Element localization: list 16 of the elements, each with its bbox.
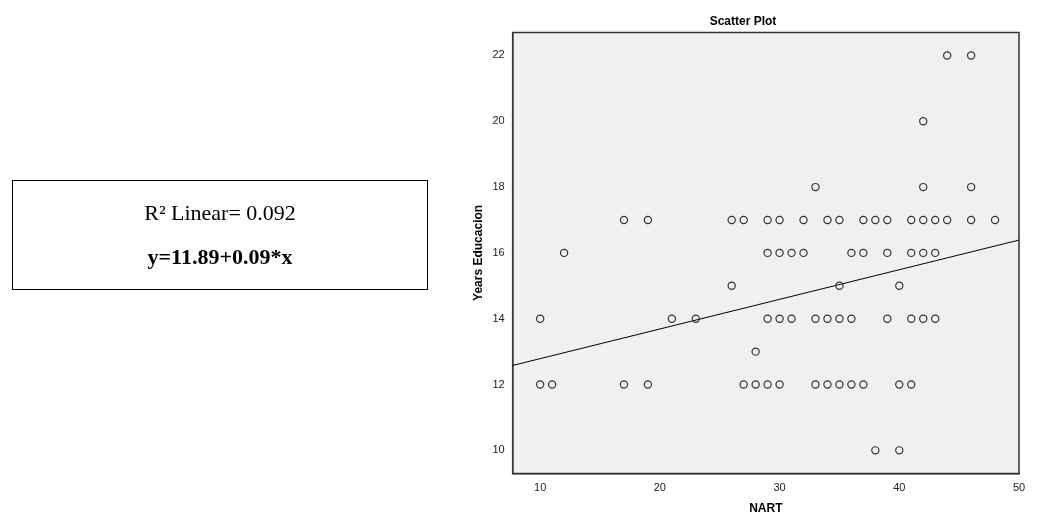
y-tick-label: 16 [492,245,505,258]
x-tick-label: 20 [653,481,666,494]
x-tick-label: 10 [534,481,547,494]
y-tick-label: 14 [492,311,505,324]
x-axis-title: NART [749,501,784,516]
y-axis-title: Years Educacion [470,204,485,301]
equation-box: R² Linear= 0.092 y=11.89+0.09*x [12,180,428,290]
y-tick-label: 10 [492,443,505,456]
y-tick-label: 20 [492,114,505,127]
y-tick-label: 22 [492,48,505,61]
x-tick-label: 30 [773,481,786,494]
chart-title: Scatter Plot [709,13,777,28]
y-tick-label: 12 [492,377,505,390]
x-tick-label: 40 [893,481,906,494]
x-tick-label: 50 [1012,481,1026,494]
y-tick-label: 18 [492,180,505,193]
